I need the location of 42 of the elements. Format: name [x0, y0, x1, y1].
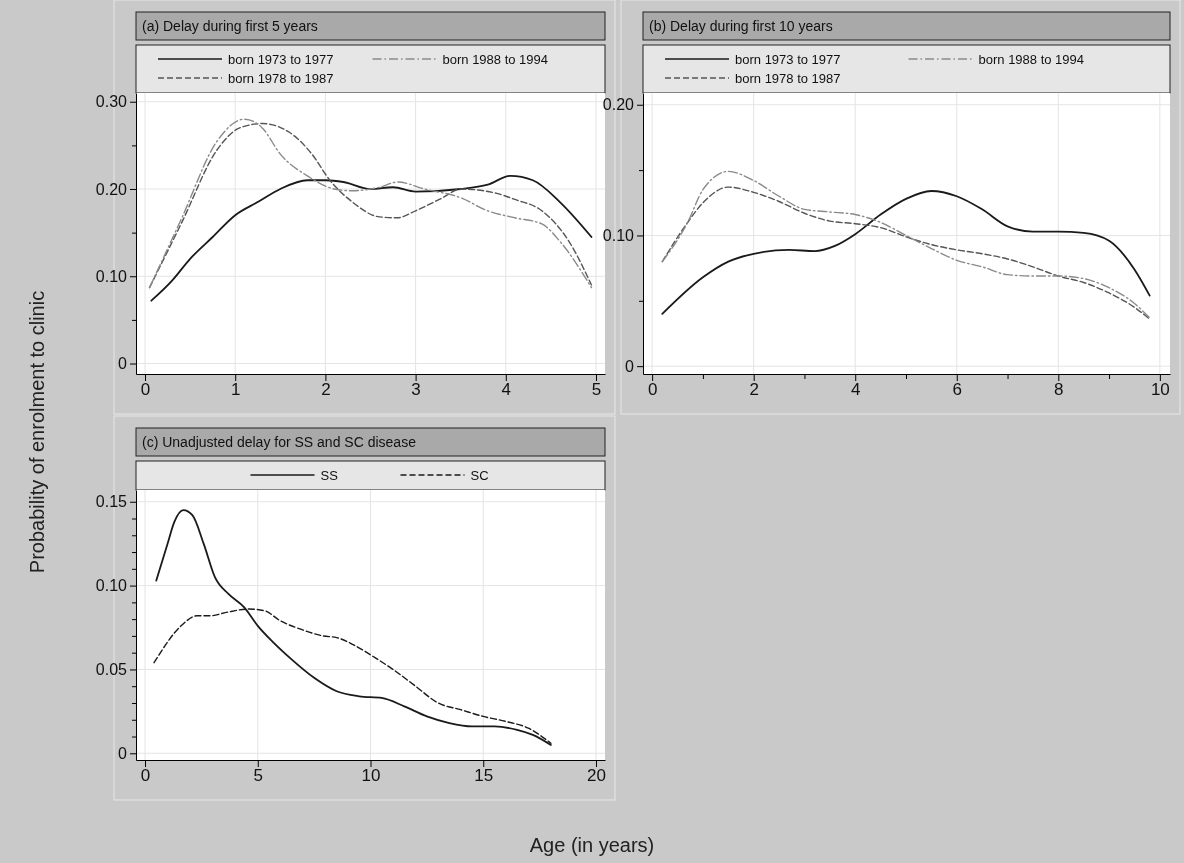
- chart-title: (b) Delay during first 10 years: [649, 18, 833, 34]
- y-tick-label: 0.05: [95, 661, 128, 679]
- x-tick-label: 15: [474, 766, 494, 786]
- legend-label: born 1978 to 1987: [228, 71, 334, 86]
- y-tick-label: 0.20: [602, 96, 635, 114]
- legend-label: born 1973 to 1977: [228, 52, 334, 67]
- x-tick-label: 2: [321, 380, 331, 400]
- chart-title: (a) Delay during first 5 years: [142, 18, 318, 34]
- x-tick-label: 4: [501, 380, 512, 400]
- x-tick-label: 0: [140, 766, 151, 786]
- y-tick-label: 0.10: [95, 577, 128, 595]
- y-tick-label: 0.30: [95, 93, 128, 111]
- y-tick-label: 0.10: [95, 267, 128, 285]
- y-tick-label: 0: [625, 357, 635, 375]
- x-tick-label: 6: [952, 380, 962, 400]
- legend-label: SS: [320, 468, 339, 483]
- legend-label: born 1988 to 1994: [442, 52, 549, 67]
- x-tick-label: 0: [140, 380, 151, 400]
- y-tick-label: 0.10: [602, 227, 635, 245]
- line-series: [150, 175, 593, 302]
- legend-label: SC: [470, 468, 489, 483]
- legend-label: born 1973 to 1977: [735, 52, 841, 67]
- legend-label: born 1988 to 1994: [978, 52, 1085, 67]
- x-tick-label: 3: [411, 380, 421, 400]
- x-axis-title: Age (in years): [529, 834, 655, 856]
- x-tick-label: 2: [749, 380, 759, 400]
- y-tick-label: 0: [118, 744, 128, 762]
- x-tick-label: 10: [361, 766, 381, 786]
- x-tick-label: 20: [587, 766, 606, 786]
- x-tick-label: 5: [591, 380, 602, 400]
- x-tick-label: 4: [850, 380, 861, 400]
- y-tick-label: 0.20: [95, 180, 128, 198]
- x-tick-label: 8: [1054, 380, 1064, 400]
- x-tick-label: 1: [230, 380, 241, 400]
- x-tick-label: 0: [647, 380, 658, 400]
- legend-label: born 1978 to 1987: [735, 71, 841, 86]
- chart-title: (c) Unadjusted delay for SS and SC disease: [142, 434, 417, 450]
- x-tick-label: 10: [1150, 380, 1170, 400]
- y-axis-title: Probability of enrolment to clinic: [26, 290, 48, 574]
- x-tick-label: 5: [253, 766, 263, 786]
- y-tick-label: 0: [118, 355, 128, 373]
- y-tick-label: 0.15: [95, 493, 128, 511]
